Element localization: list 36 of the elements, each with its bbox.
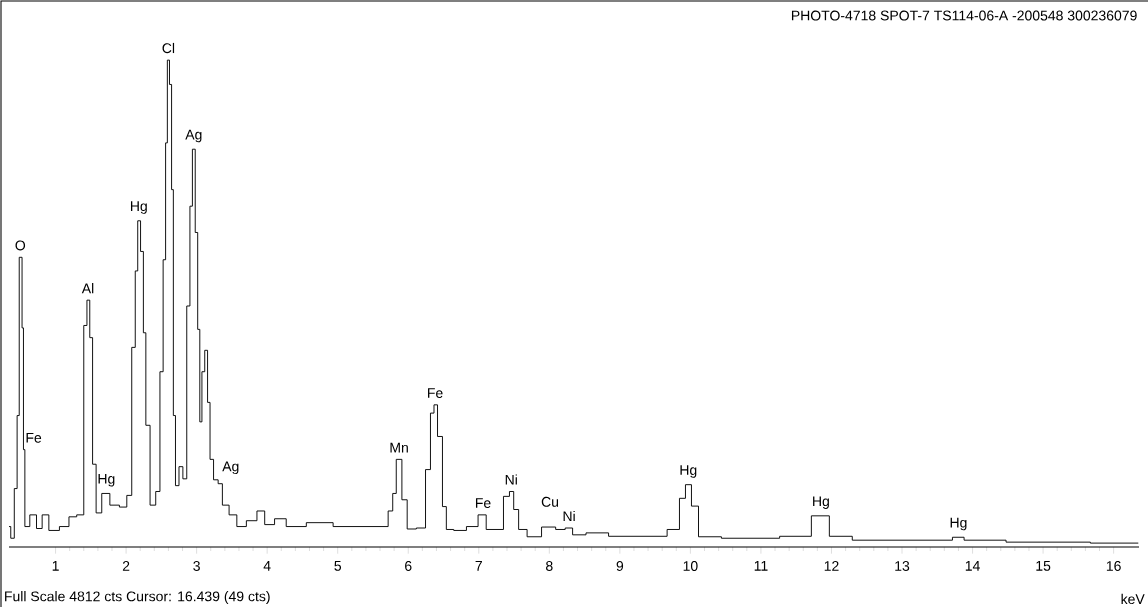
- x-tick-label: 9: [616, 561, 624, 571]
- x-tick-label: 8: [546, 561, 553, 571]
- x-tick-label: 12: [824, 561, 839, 571]
- chart-title: PHOTO-4718 SPOT-7 TS114-06-A -200548 300236079: [791, 10, 1137, 21]
- annotation: Al: [81, 283, 94, 294]
- x-tick-label: 10: [683, 561, 698, 571]
- annotation: Ni: [563, 510, 575, 522]
- x-tick-label: 1: [52, 561, 59, 571]
- annotation: Hg: [680, 465, 697, 478]
- x-tick-label: 13: [895, 561, 910, 571]
- x-tick-label: 14: [965, 561, 980, 571]
- annotation: Hg: [950, 517, 967, 531]
- text: Full Scale 4812 cts Cursor: 16.439 (49 cts): [5, 591, 270, 605]
- x-tick-label: 11: [754, 561, 768, 571]
- x-tick-label: 6: [405, 561, 412, 571]
- annotation: Cl: [162, 42, 175, 54]
- x-tick-label: 5: [334, 561, 342, 571]
- annotation: Cu: [541, 496, 559, 507]
- x-tick-label: 7: [475, 561, 482, 571]
- annotation: Hg: [130, 201, 147, 214]
- annotation: O: [15, 240, 26, 251]
- x-tick-label: 4: [263, 561, 271, 571]
- annotation: Fe: [475, 498, 491, 508]
- x-tick-label: 15: [1036, 561, 1051, 571]
- x-tick-label: 16: [1106, 561, 1121, 571]
- annotation: Ni: [505, 474, 517, 485]
- annotation: Hg: [813, 496, 829, 509]
- annotation: Ag: [222, 461, 239, 475]
- annotation: Ag: [185, 129, 202, 143]
- annotation: Hg: [98, 473, 115, 487]
- x-axis-title: keV: [1121, 593, 1145, 605]
- x-tick-label: 3: [193, 561, 200, 571]
- annotation: Mn: [390, 442, 408, 453]
- annotation: Fe: [428, 388, 443, 398]
- annotation: Fe: [26, 432, 42, 443]
- x-tick-label: 2: [122, 561, 130, 571]
